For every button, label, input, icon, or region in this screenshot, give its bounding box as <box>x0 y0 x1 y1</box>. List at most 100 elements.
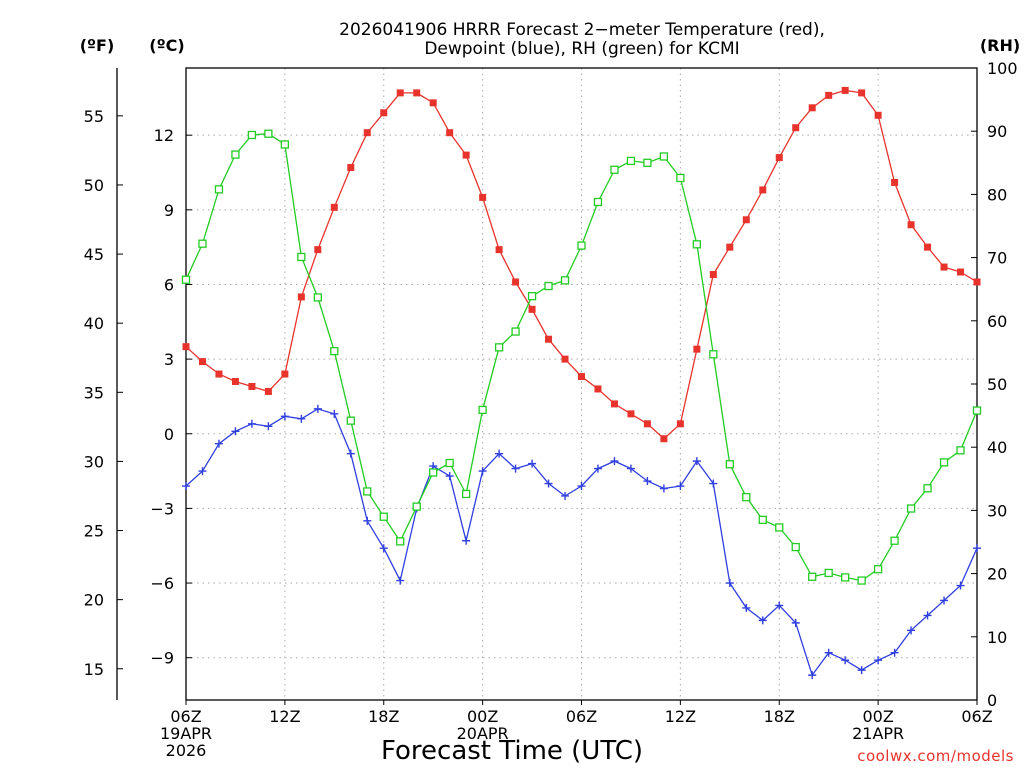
dewpoint-point <box>297 414 306 423</box>
grid-lines <box>186 68 977 700</box>
dewpoint-point <box>445 472 454 481</box>
dewpoint-point <box>379 544 388 553</box>
dewpoint-point <box>478 467 487 476</box>
temperature-point <box>380 109 388 117</box>
rh-point <box>181 275 191 284</box>
rh-point <box>857 576 866 585</box>
dewpoint-point <box>182 482 190 491</box>
rh-point <box>659 152 669 161</box>
fahrenheit-tick-label: 15 <box>84 660 104 679</box>
rh-tick-label: 10 <box>987 628 1007 647</box>
credit-link[interactable]: coolwx.com/models <box>857 747 1014 765</box>
x-tick-label: 06Z <box>961 707 992 726</box>
fahrenheit-tick-label: 30 <box>84 452 104 471</box>
x-tick-label: 19APR <box>160 724 212 743</box>
rh-point <box>494 343 504 352</box>
rh-point <box>676 173 685 183</box>
temperature-point <box>775 154 783 162</box>
temperature-point <box>924 243 932 251</box>
rh-tick-label: 90 <box>987 122 1007 141</box>
rh-tick-label: 40 <box>987 438 1007 457</box>
x-tick-label: 2026 <box>166 741 207 760</box>
rh-point <box>396 537 405 546</box>
rh-point <box>231 150 240 159</box>
fahrenheit-tick-label: 45 <box>84 245 104 264</box>
temperature-point <box>693 345 701 353</box>
temperature-point <box>462 151 470 159</box>
dewpoint-point <box>231 427 240 436</box>
temperature-point <box>858 89 866 97</box>
rh-point <box>610 165 619 174</box>
celsius-tick-label: 3 <box>164 350 174 369</box>
rh-unit-label: (RH) <box>980 36 1020 55</box>
rh-point <box>956 446 965 455</box>
rh-tick-label: 80 <box>987 185 1007 204</box>
celsius-tick-label: −3 <box>150 499 174 518</box>
temperature-point <box>660 435 668 443</box>
dewpoint-point <box>874 656 883 665</box>
x-tick-label: 18Z <box>764 707 795 726</box>
dewpoint-point <box>824 648 833 657</box>
temperature-point <box>182 343 190 351</box>
temperature-point <box>643 420 651 428</box>
temperature-point <box>429 99 437 107</box>
dewpoint-point <box>462 536 471 545</box>
rh-point <box>379 512 388 521</box>
dewpoint-point <box>808 671 817 680</box>
celsius-tick-label: 9 <box>164 201 174 220</box>
temperature-point <box>330 203 338 211</box>
temperature-point <box>215 370 223 378</box>
rh-point <box>709 350 718 359</box>
rh-point <box>280 140 290 149</box>
temperature-point <box>726 243 734 251</box>
dewpoint-point <box>363 516 372 525</box>
dewpoint-point <box>659 484 668 493</box>
dewpoint-point <box>264 422 273 431</box>
series-layer <box>181 86 982 680</box>
rh-point <box>527 292 537 301</box>
rh-point <box>873 565 883 574</box>
temperature-point <box>792 124 800 132</box>
rh-point <box>429 468 438 477</box>
temperature-point <box>396 89 404 97</box>
fahrenheit-tick-label: 20 <box>84 591 104 610</box>
dewpoint-point <box>577 482 586 491</box>
axes <box>116 67 978 705</box>
dewpoint-point <box>973 544 981 553</box>
x-axis-label: Forecast Time (UTC) <box>381 736 643 766</box>
rh-tick-label: 70 <box>987 249 1007 268</box>
celsius-unit-label: (ºC) <box>149 36 184 55</box>
rh-point <box>313 293 322 302</box>
dewpoint-point <box>593 464 602 473</box>
dewpoint-point <box>495 449 504 458</box>
dewpoint-point <box>643 477 652 486</box>
rh-tick-label: 50 <box>987 375 1007 394</box>
temperature-point <box>627 410 635 418</box>
rh-tick-label: 20 <box>987 565 1007 584</box>
rh-point <box>841 573 850 582</box>
rh-point <box>330 346 339 356</box>
dewpoint-point <box>725 579 734 588</box>
temperature-point <box>446 129 454 137</box>
chart-title-line-2: Dewpoint (blue), RH (green) for KCMI <box>424 39 739 59</box>
dewpoint-point <box>676 482 685 491</box>
rh-point <box>643 158 652 167</box>
fahrenheit-tick-label: 40 <box>84 314 104 333</box>
fahrenheit-tick-label: 35 <box>84 383 104 402</box>
celsius-tick-label: 6 <box>164 275 174 294</box>
temperature-point <box>907 221 915 229</box>
dewpoint-point <box>330 409 339 418</box>
x-tick-label: 12Z <box>269 707 300 726</box>
temperature-point <box>297 293 305 301</box>
dewpoint-point <box>923 611 932 620</box>
dewpoint-point <box>956 581 965 590</box>
rh-point <box>560 276 570 285</box>
x-tick-label: 00Z <box>862 707 893 726</box>
dewpoint-point <box>396 576 405 585</box>
dewpoint-point <box>940 596 949 605</box>
rh-point <box>297 252 306 262</box>
dewpoint-point <box>758 616 767 625</box>
temperature-point <box>973 278 981 286</box>
fahrenheit-tick-label: 50 <box>84 176 104 195</box>
